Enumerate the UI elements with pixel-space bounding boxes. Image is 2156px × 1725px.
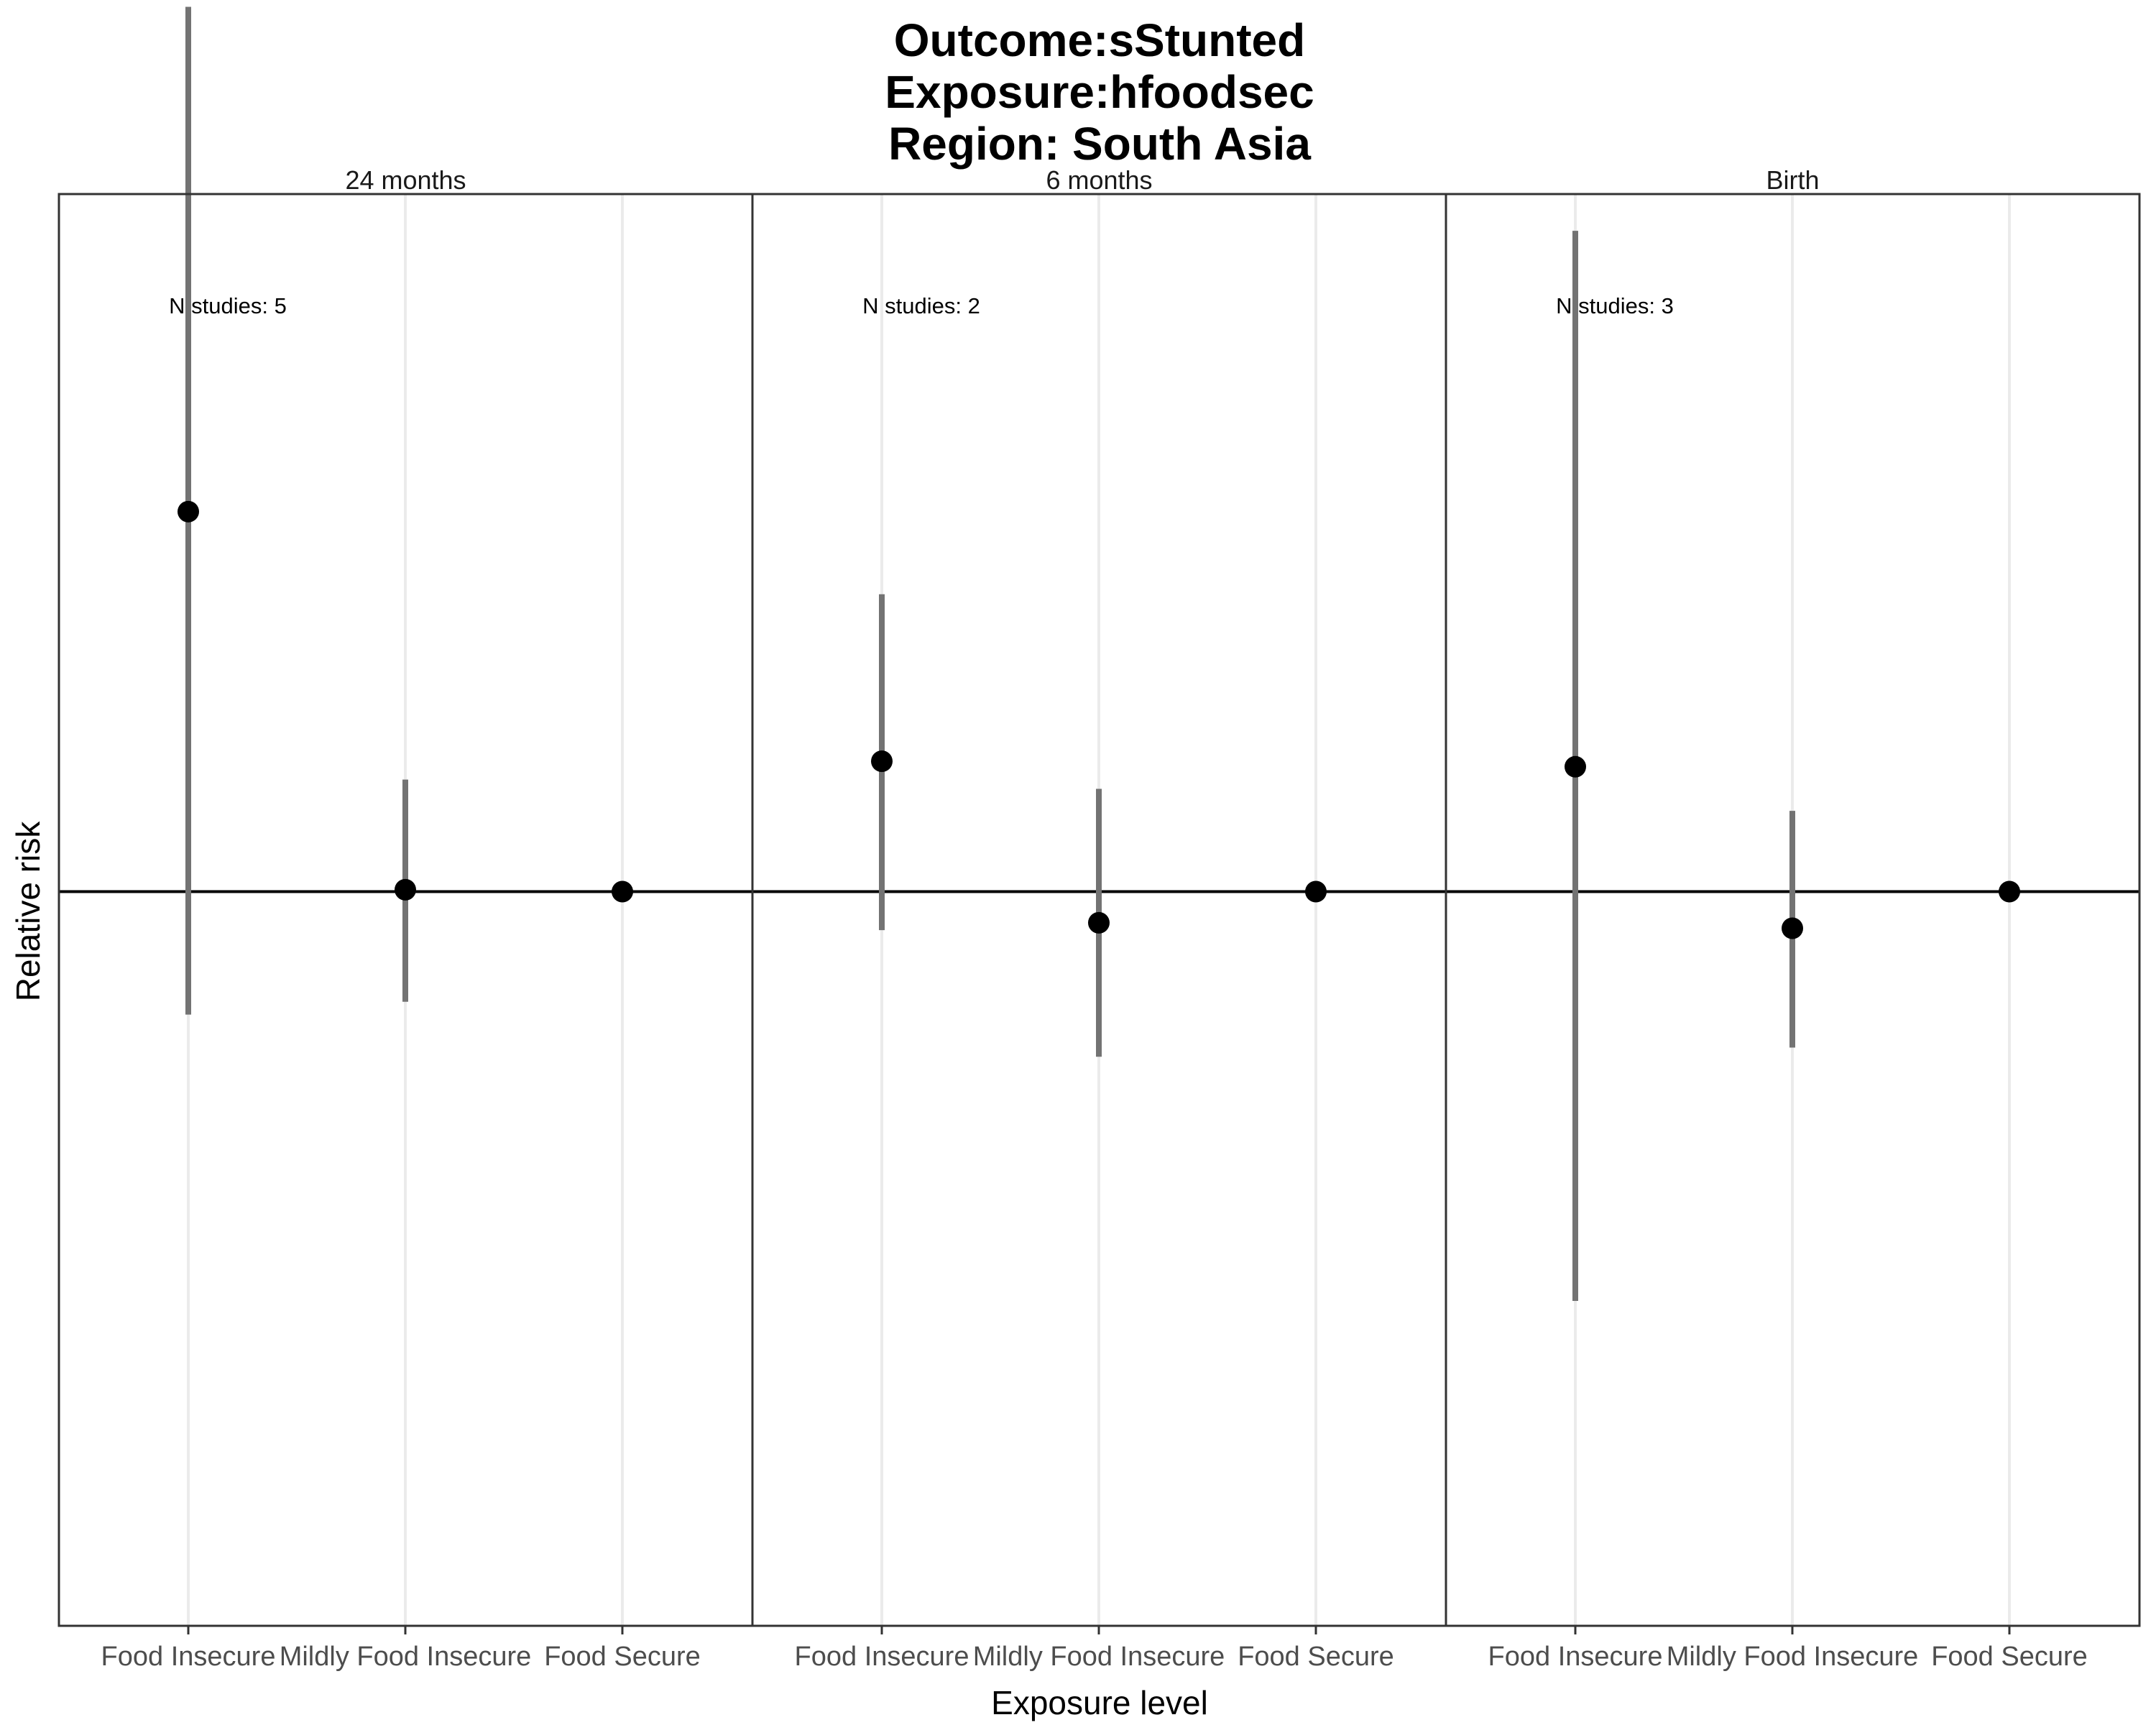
x-tick-label: Mildly Food Insecure [1667,1642,1919,1672]
estimate-point [395,878,416,901]
x-tick-label: Food Insecure [795,1642,969,1672]
title-outcome: Outcome:sStunted [894,14,1305,66]
x-tick-label: Mildly Food Insecure [973,1642,1225,1672]
panel-label: Birth [1766,165,1819,195]
estimate-point [1782,917,1803,939]
panel-label: 24 months [345,165,466,195]
estimate-point [178,500,199,523]
panel-2: 6 months N studies: 2 Food Insecure Mildly … [751,165,1447,1672]
x-axis-title: Exposure level [991,1684,1208,1721]
panel-3: Birth N studies: 3 Food Insecure Mildly Foo… [1445,165,2141,1672]
panel-label: 6 months [1046,165,1152,195]
estimate-point [1999,880,2020,903]
y-axis-title: Relative risk [9,821,47,1002]
chart-title: Outcome:sStunted Exposure:hfoodsec Regio… [885,14,1314,170]
n-studies-note: N studies: 3 [1556,293,1674,318]
title-exposure: Exposure:hfoodsec [885,66,1314,118]
x-tick-label: Mildly Food Insecure [280,1642,532,1672]
estimate-point [871,750,893,773]
estimate-point [612,880,633,903]
x-tick-label: Food Secure [1931,1642,2088,1672]
title-region: Region: South Asia [888,118,1311,170]
estimate-point [1305,880,1327,903]
n-studies-note: N studies: 2 [862,293,980,318]
x-tick-label: Food Insecure [1488,1642,1663,1672]
x-tick-label: Food Insecure [101,1642,276,1672]
n-studies-note: N studies: 5 [169,293,287,318]
x-tick-label: Food Secure [544,1642,701,1672]
estimate-point [1565,755,1586,778]
x-tick-label: Food Secure [1238,1642,1394,1672]
estimate-point [1088,911,1110,934]
